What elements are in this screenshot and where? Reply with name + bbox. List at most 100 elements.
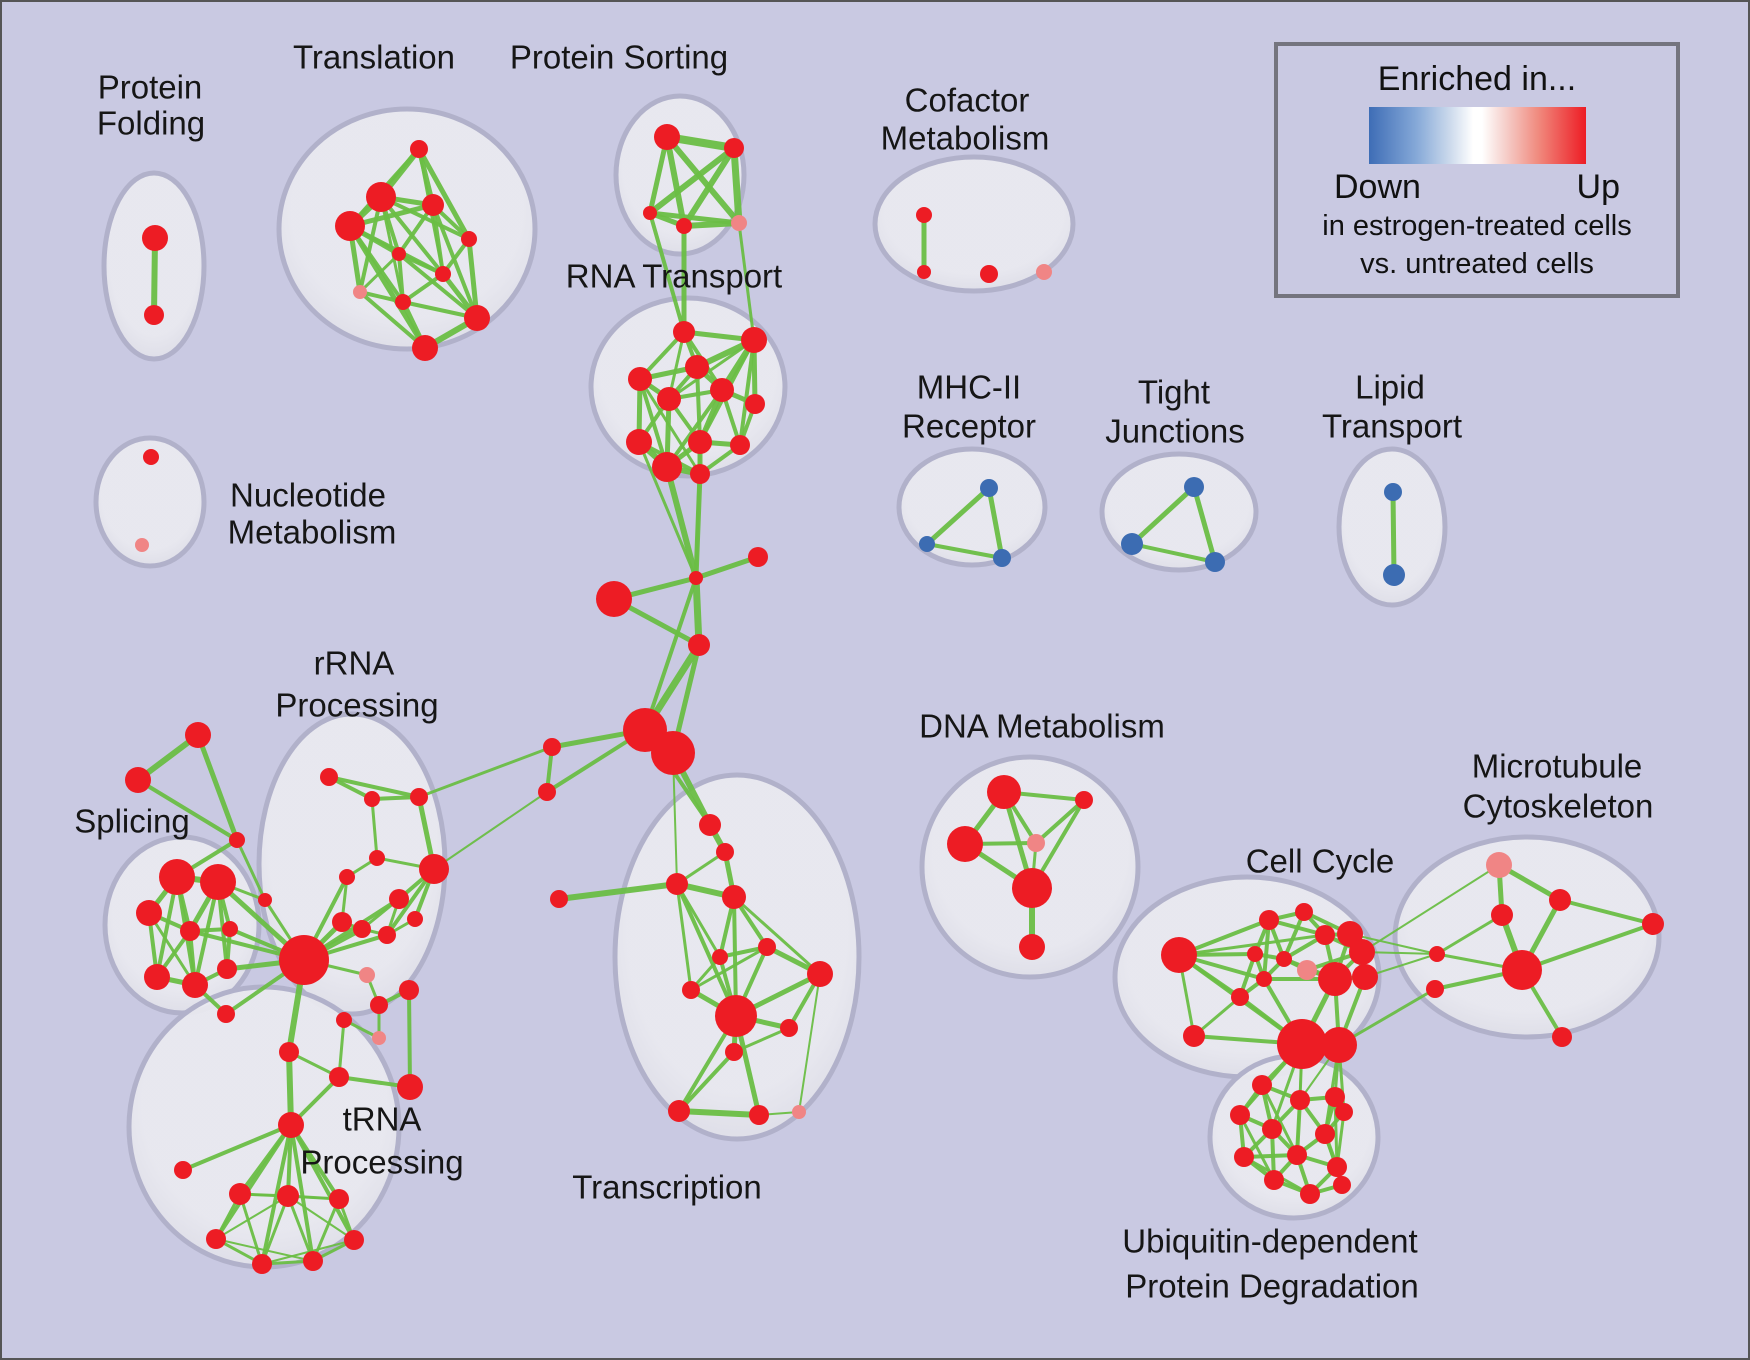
gene-set-node-sl6[interactable]: [144, 964, 170, 990]
gene-set-node-r12[interactable]: [690, 464, 710, 484]
gene-set-node-rr14[interactable]: [370, 996, 388, 1014]
gene-set-node-c2[interactable]: [748, 547, 768, 567]
gene-set-node-t8[interactable]: [353, 285, 367, 299]
gene-set-node-u3[interactable]: [1325, 1087, 1345, 1107]
gene-set-node-d6[interactable]: [1019, 934, 1045, 960]
gene-set-node-rr4[interactable]: [369, 850, 385, 866]
gene-set-node-r4[interactable]: [628, 367, 652, 391]
gene-set-node-r8[interactable]: [626, 429, 652, 455]
gene-set-node-r10[interactable]: [688, 430, 712, 454]
gene-set-node-sl2[interactable]: [200, 864, 236, 900]
gene-set-node-t11[interactable]: [412, 335, 438, 361]
gene-set-node-c4[interactable]: [688, 634, 710, 656]
gene-set-node-tb2[interactable]: [277, 1185, 299, 1207]
gene-set-node-t2[interactable]: [366, 182, 396, 212]
gene-set-node-pf2[interactable]: [144, 305, 164, 325]
gene-set-node-ps3[interactable]: [643, 206, 657, 220]
gene-set-node-cc6[interactable]: [1256, 971, 1272, 987]
gene-set-node-t10[interactable]: [464, 305, 490, 331]
gene-set-node-u2[interactable]: [1290, 1090, 1310, 1110]
gene-set-node-slc[interactable]: [217, 1005, 235, 1023]
gene-set-node-d5[interactable]: [1012, 868, 1052, 908]
gene-set-node-t9[interactable]: [395, 294, 411, 310]
gene-set-node-mts[interactable]: [1429, 946, 1445, 962]
gene-set-node-tb6[interactable]: [303, 1251, 323, 1271]
gene-set-node-t5[interactable]: [461, 231, 477, 247]
gene-set-node-pf1[interactable]: [142, 225, 168, 251]
gene-set-node-rr1[interactable]: [320, 768, 338, 786]
gene-set-node-u6[interactable]: [1315, 1124, 1335, 1144]
gene-set-node-u1[interactable]: [1252, 1075, 1272, 1095]
gene-set-node-mt4[interactable]: [1642, 913, 1664, 935]
gene-set-node-tn5[interactable]: [807, 961, 833, 987]
gene-set-node-mt3[interactable]: [1491, 904, 1513, 926]
gene-set-node-tj1[interactable]: [1184, 477, 1204, 497]
gene-set-node-sl7[interactable]: [182, 972, 208, 998]
gene-set-node-rr10[interactable]: [378, 926, 396, 944]
gene-set-node-lp1[interactable]: [1384, 483, 1402, 501]
gene-set-node-tn9[interactable]: [725, 1043, 743, 1061]
gene-set-node-rr3[interactable]: [410, 788, 428, 806]
gene-set-node-rr20[interactable]: [397, 1074, 423, 1100]
gene-set-node-ps2[interactable]: [724, 138, 744, 158]
gene-set-node-mh1[interactable]: [980, 479, 998, 497]
gene-set-node-rr7[interactable]: [389, 889, 409, 909]
gene-set-node-ccH[interactable]: [1277, 1019, 1327, 1069]
gene-set-node-cf2[interactable]: [917, 265, 931, 279]
gene-set-node-rrH[interactable]: [279, 935, 329, 985]
gene-set-node-tb5[interactable]: [252, 1254, 272, 1274]
gene-set-node-u0[interactable]: [1183, 1025, 1205, 1047]
gene-set-node-rr16[interactable]: [372, 1031, 386, 1045]
gene-set-node-mh3[interactable]: [993, 549, 1011, 567]
gene-set-node-rr18[interactable]: [279, 1042, 299, 1062]
gene-set-node-tn0[interactable]: [716, 843, 734, 861]
gene-set-node-cc7[interactable]: [1231, 988, 1249, 1006]
gene-set-node-ps5[interactable]: [731, 215, 747, 231]
gene-set-node-spc[interactable]: [229, 832, 245, 848]
gene-set-node-ccb[interactable]: [1161, 937, 1197, 973]
gene-set-node-rr19[interactable]: [329, 1067, 349, 1087]
gene-set-node-sl4[interactable]: [180, 921, 200, 941]
gene-set-node-r9[interactable]: [652, 452, 682, 482]
gene-set-node-r2[interactable]: [741, 327, 767, 353]
gene-set-node-t1[interactable]: [410, 140, 428, 158]
gene-set-node-rr17[interactable]: [399, 980, 419, 1000]
gene-set-node-spb[interactable]: [125, 767, 151, 793]
gene-set-node-cc9[interactable]: [1315, 925, 1335, 945]
gene-set-node-cf1[interactable]: [916, 207, 932, 223]
gene-set-node-sl5[interactable]: [222, 921, 238, 937]
gene-set-node-sl1[interactable]: [159, 859, 195, 895]
gene-set-node-t6[interactable]: [392, 247, 406, 261]
gene-set-node-tj2[interactable]: [1121, 533, 1143, 555]
gene-set-node-cc2[interactable]: [1295, 903, 1313, 921]
gene-set-node-lp2[interactable]: [1383, 564, 1405, 586]
gene-set-node-t7[interactable]: [435, 266, 451, 282]
gene-set-node-cc4[interactable]: [1276, 951, 1292, 967]
gene-set-node-rr13[interactable]: [359, 967, 375, 983]
gene-set-node-u4[interactable]: [1230, 1105, 1250, 1125]
gene-set-node-c1[interactable]: [689, 571, 703, 585]
gene-set-node-cf4[interactable]: [1036, 264, 1052, 280]
gene-set-node-rr8[interactable]: [332, 912, 352, 932]
gene-set-node-spa[interactable]: [185, 722, 211, 748]
gene-set-node-cc1[interactable]: [1259, 910, 1279, 930]
gene-set-node-mt5[interactable]: [1502, 950, 1542, 990]
gene-set-node-s2[interactable]: [538, 783, 556, 801]
gene-set-node-rr5[interactable]: [339, 869, 355, 885]
gene-set-node-r3[interactable]: [685, 355, 709, 379]
gene-set-node-c5[interactable]: [550, 890, 568, 908]
gene-set-node-rr12[interactable]: [258, 893, 272, 907]
gene-set-node-tn6[interactable]: [682, 981, 700, 999]
gene-set-node-sl3[interactable]: [136, 900, 162, 926]
gene-set-node-cc13[interactable]: [1352, 964, 1378, 990]
gene-set-node-d4[interactable]: [1027, 834, 1045, 852]
gene-set-node-ps4[interactable]: [676, 218, 692, 234]
gene-set-node-r11[interactable]: [730, 435, 750, 455]
gene-set-node-rr2[interactable]: [364, 791, 380, 807]
gene-set-node-tn10[interactable]: [668, 1100, 690, 1122]
gene-set-node-r7[interactable]: [745, 394, 765, 414]
gene-set-node-u10[interactable]: [1327, 1157, 1347, 1177]
gene-set-node-u11[interactable]: [1264, 1170, 1284, 1190]
gene-set-node-rr15[interactable]: [336, 1012, 352, 1028]
gene-set-node-rr6[interactable]: [419, 854, 449, 884]
